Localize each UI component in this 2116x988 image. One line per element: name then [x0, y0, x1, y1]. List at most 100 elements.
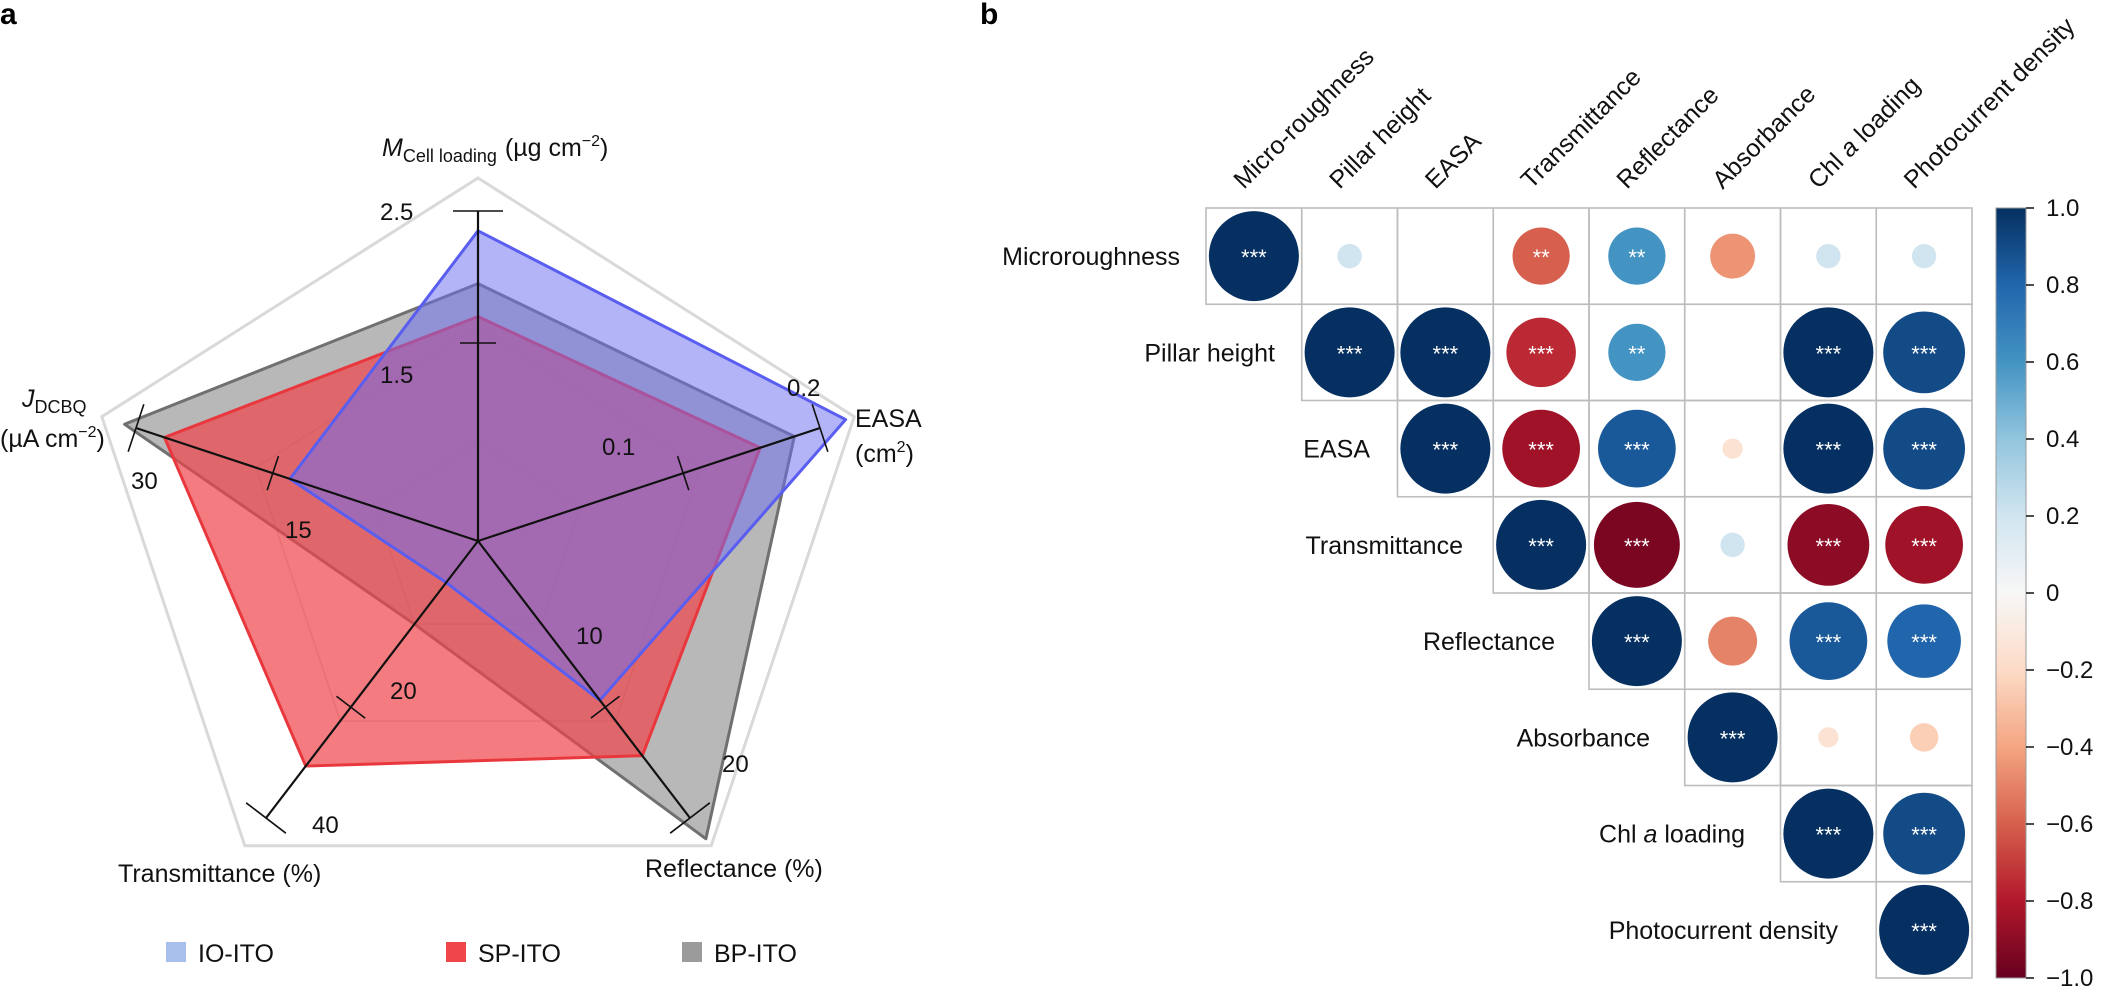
correlation-circle [1591, 596, 1682, 687]
row-label: Absorbance [1517, 724, 1650, 752]
radar-axis-tick [590, 695, 620, 719]
matrix-cell [1683, 303, 1782, 402]
significance-stars: *** [1528, 534, 1554, 559]
legend-label-bp-ito: BP-ITO [714, 940, 797, 968]
radar-tick-trans: 20 [390, 678, 417, 705]
correlation-circle [1208, 211, 1299, 302]
legend-item-io-ito: IO-ITO [166, 940, 274, 968]
correlation-circle [1879, 884, 1970, 975]
radar-tick-trans: 40 [312, 812, 339, 839]
row-label: Pillar height [1144, 339, 1275, 367]
correlation-circle [1337, 243, 1362, 269]
significance-stars: *** [1241, 245, 1267, 270]
radar-axis-label-reflectance: Reflectance (%) [645, 855, 823, 883]
correlation-circle [1598, 409, 1676, 488]
row-label: Microroughness [1002, 243, 1180, 271]
row-label: Reflectance [1423, 628, 1555, 656]
column-label: Absorbance [1707, 80, 1821, 194]
radar-tick-easa: 0.2 [787, 375, 820, 402]
significance-stars: ** [1628, 341, 1646, 366]
correlation-circle [1400, 307, 1491, 398]
significance-stars: *** [1624, 438, 1650, 463]
significance-stars: *** [1816, 341, 1842, 366]
radar-axis-label-transmittance: Transmittance (%) [118, 860, 321, 888]
significance-stars: ** [1628, 245, 1646, 270]
radar-axis-trans [265, 540, 479, 819]
radar-axis-label-jdcbq: JDCBQ [21, 385, 87, 417]
significance-stars: *** [1816, 630, 1842, 655]
radar-tick-jdcbq: 30 [131, 468, 158, 495]
radar-axis-tick [266, 455, 280, 491]
radar-tick-refl: 10 [576, 623, 603, 650]
correlation-circle [1883, 407, 1966, 490]
radar-axis-label-cell-loading: MCell loading (µg cm−2) [382, 133, 608, 166]
radar-axis-tick [669, 802, 711, 834]
radar-series-io-ito [288, 229, 848, 702]
significance-stars: *** [1528, 438, 1554, 463]
row-label: Transmittance [1306, 532, 1463, 560]
legend-swatch-sp-ito [446, 942, 466, 962]
correlation-circle [1720, 532, 1745, 558]
correlation-circle [1304, 307, 1395, 398]
colorbar: 1.0 0.8 0.6 0.4 0.2 0 −0.2 −0.4 −0.6 −0.8 −1.0 [1995, 195, 2093, 988]
legend-item-sp-ito: SP-ITO [446, 940, 561, 968]
column-label: EASA [1420, 127, 1487, 194]
radar-axis-label-easa: EASA [855, 405, 922, 433]
correlation-circle [1502, 409, 1580, 488]
correlation-circle [1887, 604, 1961, 678]
correlation-circle [1818, 727, 1839, 748]
radar-legend: IO-ITO SP-ITO BP-ITO [166, 940, 797, 968]
significance-stars: *** [1433, 341, 1459, 366]
radar-axis-easa [477, 426, 821, 543]
matrix-cell [1875, 880, 1973, 979]
significance-stars: *** [1911, 438, 1937, 463]
correlation-circle [1911, 243, 1937, 269]
colorbar-tick-label: −1.0 [2046, 965, 2093, 988]
panel-b-label: b [980, 0, 998, 31]
matrix-cell [1396, 207, 1495, 306]
significance-stars: *** [1720, 726, 1746, 751]
row-label: Photocurrent density [1609, 917, 1839, 945]
correlation-circle [1722, 438, 1743, 459]
legend-swatch-io-ito [166, 942, 186, 962]
radar-axis-label-easa-unit: (cm2) [855, 439, 914, 468]
significance-stars: *** [1624, 534, 1650, 559]
correlation-matrix: *** ** ***** *** *** ** *** ****** *** *** *** ****… [1002, 12, 2081, 979]
correlation-circle [1608, 323, 1666, 381]
colorbar-tick-label: 0.6 [2046, 349, 2079, 376]
significance-stars: *** [1911, 534, 1937, 559]
radar-tick-cell: 2.5 [380, 199, 413, 226]
significance-stars: *** [1911, 341, 1937, 366]
correlation-circle [1909, 723, 1939, 752]
colorbar-gradient [1995, 207, 2027, 979]
radar-axis-jdcbq [135, 426, 479, 543]
correlation-circle [1506, 317, 1576, 388]
colorbar-tick-label: −0.6 [2046, 811, 2093, 838]
significance-stars: *** [1911, 823, 1937, 848]
correlation-circle [1783, 307, 1874, 398]
radar-grid-ring [100, 176, 856, 848]
significance-stars: *** [1911, 919, 1937, 944]
significance-stars: *** [1816, 823, 1842, 848]
correlation-circle [1787, 503, 1870, 586]
correlation-circle [1789, 602, 1868, 680]
correlation-circle [1710, 233, 1756, 279]
significance-stars: *** [1816, 438, 1842, 463]
colorbar-tick-label: 0.8 [2046, 272, 2079, 299]
significance-stars: ** [1533, 245, 1551, 270]
significance-stars: *** [1624, 630, 1650, 655]
correlation-circle [1608, 227, 1666, 285]
colorbar-tick-label: 0.2 [2046, 503, 2079, 530]
correlation-circle [1783, 788, 1874, 879]
radar-axis-refl [477, 540, 691, 819]
row-label: Chl a loading [1599, 821, 1745, 849]
legend-label-io-ito: IO-ITO [198, 940, 274, 968]
legend-swatch-bp-ito [682, 942, 702, 962]
colorbar-tick-label: −0.2 [2046, 657, 2093, 684]
correlation-circle [1883, 311, 1966, 394]
column-label: Photocurrent density [1899, 12, 2081, 194]
radar-chart: 2.5 1.5 0.2 0.1 20 10 40 20 30 15 MCell loading (µg… [0, 133, 922, 888]
legend-label-sp-ito: SP-ITO [478, 940, 561, 968]
significance-stars: *** [1816, 534, 1842, 559]
